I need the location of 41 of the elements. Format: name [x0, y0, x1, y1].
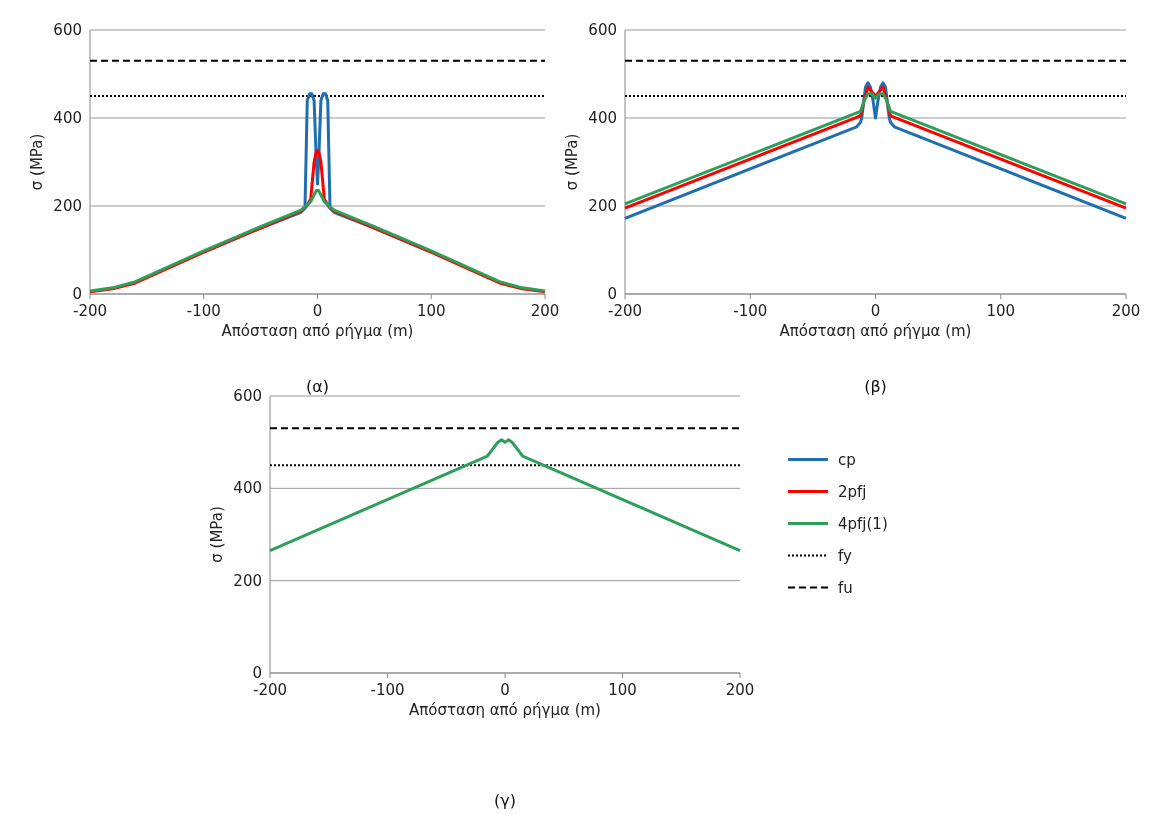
y-axis-title: σ (MPa) [563, 133, 581, 191]
y-axis-title: σ (MPa) [208, 506, 226, 563]
x-tick-label: -200 [72, 302, 108, 320]
x-tick-label: 200 [1111, 302, 1141, 320]
y-tick-label: 0 [607, 285, 617, 303]
legend-label: 4pfj(1) [838, 514, 888, 533]
y-tick-label: 200 [53, 197, 82, 215]
y-tick-label: 0 [252, 664, 262, 682]
x-axis-title: Απόσταση από ρήγμα (m) [221, 322, 414, 340]
text: (α) [305, 377, 330, 396]
x-tick-label: 200 [530, 302, 560, 320]
y-tick-label: 600 [53, 21, 82, 39]
y-axis-title: σ (MPa) [28, 133, 46, 191]
y-tick-label: 600 [233, 387, 262, 405]
text: (γ) [494, 791, 516, 810]
y-tick-label: 400 [53, 109, 82, 127]
legend-label: 2pfj [838, 482, 867, 501]
x-tick-label: 200 [725, 681, 755, 699]
x-tick-label: -100 [733, 302, 768, 320]
y-tick-label: 0 [72, 285, 82, 303]
x-tick-label: 0 [500, 681, 510, 699]
text: (β) [864, 377, 887, 396]
x-tick-label: -100 [186, 302, 221, 320]
x-tick-label: -200 [607, 302, 643, 320]
x-tick-label: 100 [986, 302, 1016, 320]
y-tick-label: 600 [588, 21, 617, 39]
x-tick-label: 100 [416, 302, 446, 320]
legend-label: cp [838, 450, 856, 469]
x-tick-label: 0 [870, 302, 881, 320]
y-tick-label: 200 [233, 571, 262, 590]
x-axis-title: Απόσταση από ρήγμα (m) [409, 701, 601, 719]
x-tick-label: -100 [370, 681, 405, 699]
x-tick-label: -200 [252, 681, 288, 699]
x-tick-label: 0 [312, 302, 323, 320]
x-tick-label: 100 [608, 681, 637, 699]
y-tick-label: 200 [588, 197, 617, 215]
y-tick-label: 400 [588, 109, 617, 127]
y-tick-label: 400 [233, 479, 262, 498]
x-axis-title: Απόσταση από ρήγμα (m) [779, 322, 972, 340]
legend-label: fu [838, 578, 853, 597]
legend-label: fy [838, 546, 853, 565]
